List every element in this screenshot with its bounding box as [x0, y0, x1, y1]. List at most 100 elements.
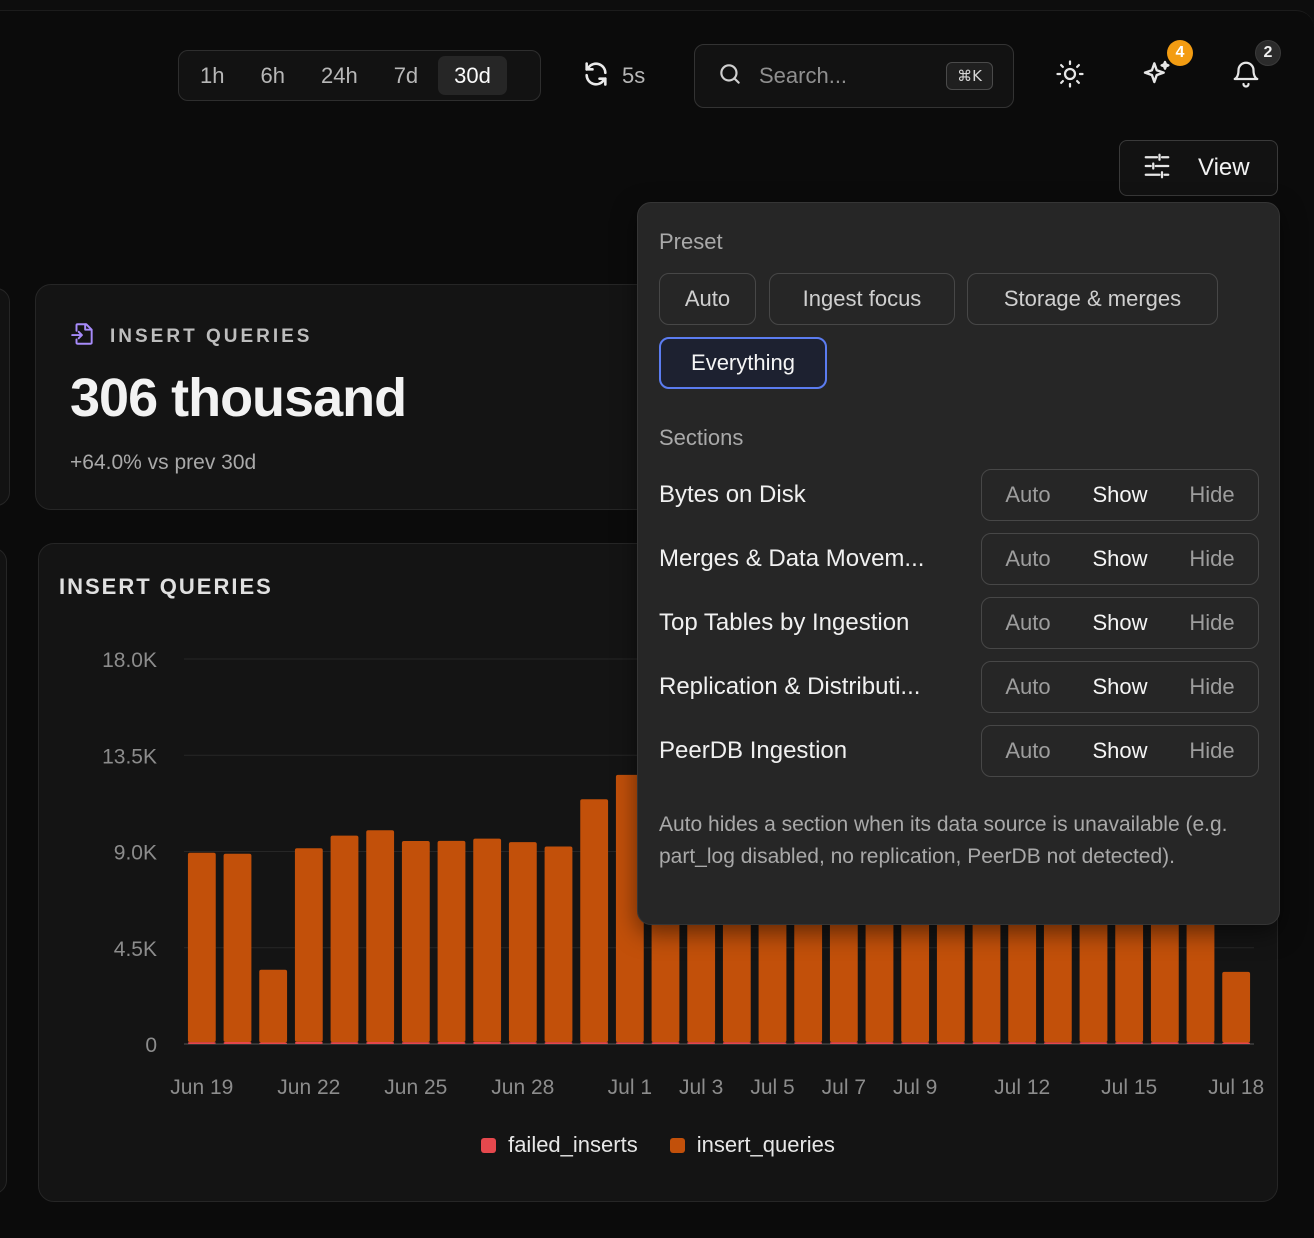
bar-failed-inserts[interactable]: [1079, 1042, 1108, 1044]
search-input[interactable]: Search... ⌘K: [694, 44, 1014, 108]
ai-assistant-button[interactable]: [1137, 56, 1177, 96]
bar-failed-inserts[interactable]: [544, 1042, 573, 1044]
y-tick-label: 18.0K: [102, 649, 157, 672]
bar-failed-inserts[interactable]: [330, 1042, 359, 1044]
theme-toggle-button[interactable]: [1050, 56, 1090, 96]
range-30d[interactable]: 30d: [438, 56, 507, 95]
x-tick-label: Jul 9: [893, 1076, 937, 1099]
bar-insert-queries[interactable]: [615, 774, 644, 1043]
bar-failed-inserts[interactable]: [1186, 1042, 1215, 1044]
option-auto[interactable]: Auto: [1005, 610, 1051, 635]
range-6h[interactable]: 6h: [260, 62, 285, 88]
refresh-icon: [582, 60, 610, 93]
option-hide[interactable]: Hide: [1189, 738, 1235, 763]
bar-failed-inserts[interactable]: [401, 1042, 430, 1044]
x-tick-label: Jul 3: [679, 1076, 723, 1099]
bar-insert-queries[interactable]: [401, 841, 430, 1043]
section-name: Merges & Data Movem...: [659, 545, 925, 572]
bar-failed-inserts[interactable]: [1008, 1042, 1037, 1044]
bar-insert-queries[interactable]: [330, 835, 359, 1043]
option-auto[interactable]: Auto: [1005, 738, 1051, 763]
section-visibility-toggle: Auto Show Hide: [981, 469, 1259, 521]
view-button[interactable]: View: [1119, 140, 1278, 196]
bar-failed-inserts[interactable]: [366, 1041, 395, 1044]
view-button-label: View: [1198, 154, 1250, 181]
bell-icon: [1231, 59, 1261, 94]
x-tick-label: Jul 18: [1208, 1076, 1264, 1099]
option-show[interactable]: Show: [1092, 674, 1148, 699]
bar-failed-inserts[interactable]: [687, 1042, 716, 1044]
bar-insert-queries[interactable]: [366, 830, 395, 1042]
bar-failed-inserts[interactable]: [294, 1041, 323, 1044]
bar-failed-inserts[interactable]: [865, 1042, 894, 1044]
bar-insert-queries[interactable]: [508, 842, 537, 1043]
notifications-button[interactable]: [1226, 56, 1266, 96]
bar-failed-inserts[interactable]: [829, 1042, 858, 1044]
legend-item-failed-inserts[interactable]: failed_inserts: [481, 1132, 638, 1158]
preset-auto[interactable]: Auto: [659, 273, 756, 325]
option-hide[interactable]: Hide: [1189, 610, 1235, 635]
bar-insert-queries[interactable]: [580, 799, 609, 1043]
bar-failed-inserts[interactable]: [794, 1042, 823, 1044]
bar-insert-queries[interactable]: [223, 853, 252, 1042]
bar-failed-inserts[interactable]: [651, 1042, 680, 1044]
stat-title: INSERT QUERIES: [110, 325, 313, 347]
option-show[interactable]: Show: [1092, 738, 1148, 763]
bar-insert-queries[interactable]: [437, 840, 466, 1042]
bar-failed-inserts[interactable]: [1222, 1042, 1251, 1045]
range-24h[interactable]: 24h: [320, 62, 358, 88]
bar-insert-queries[interactable]: [544, 846, 573, 1043]
bar-insert-queries[interactable]: [294, 848, 323, 1042]
option-hide[interactable]: Hide: [1189, 674, 1235, 699]
bar-insert-queries[interactable]: [187, 852, 216, 1043]
bar-failed-inserts[interactable]: [758, 1042, 787, 1044]
x-tick-label: Jul 15: [1101, 1076, 1157, 1099]
bar-failed-inserts[interactable]: [437, 1041, 466, 1044]
legend-item-insert-queries[interactable]: insert_queries: [669, 1132, 835, 1158]
bar-failed-inserts[interactable]: [1115, 1042, 1144, 1044]
search-icon: [717, 61, 743, 92]
partial-card: [0, 288, 10, 506]
bar-insert-queries[interactable]: [473, 838, 502, 1042]
sun-icon: [1055, 59, 1085, 94]
option-hide[interactable]: Hide: [1189, 482, 1235, 507]
bar-failed-inserts[interactable]: [473, 1041, 502, 1044]
option-hide[interactable]: Hide: [1189, 546, 1235, 571]
x-tick-label: Jun 19: [170, 1076, 233, 1099]
bar-failed-inserts[interactable]: [722, 1042, 751, 1044]
section-name: PeerDB Ingestion: [659, 737, 848, 764]
bar-insert-queries[interactable]: [1222, 971, 1251, 1043]
legend-label: failed_inserts: [508, 1132, 638, 1157]
bar-failed-inserts[interactable]: [187, 1042, 216, 1044]
range-7d[interactable]: 7d: [393, 62, 419, 88]
preset-ingest-focus[interactable]: Ingest focus: [769, 273, 955, 325]
insert-queries-stat-card: INSERT QUERIES 306 thousand +64.0% vs pr…: [35, 284, 655, 510]
option-auto[interactable]: Auto: [1005, 674, 1051, 699]
option-show[interactable]: Show: [1092, 610, 1148, 635]
bar-failed-inserts[interactable]: [972, 1042, 1001, 1044]
section-row-merges: Merges & Data Movem... Auto Show Hide: [659, 533, 1259, 585]
x-tick-label: Jul 12: [994, 1076, 1050, 1099]
bar-failed-inserts[interactable]: [615, 1042, 644, 1044]
section-row-peerdb: PeerDB Ingestion Auto Show Hide: [659, 725, 1259, 777]
bar-failed-inserts[interactable]: [580, 1042, 609, 1044]
auto-refresh-button[interactable]: 5s: [582, 58, 645, 94]
option-show[interactable]: Show: [1092, 546, 1148, 571]
bar-failed-inserts[interactable]: [259, 1042, 288, 1045]
option-show[interactable]: Show: [1092, 482, 1148, 507]
legend-label: insert_queries: [696, 1132, 835, 1157]
bar-failed-inserts[interactable]: [223, 1041, 252, 1044]
bar-failed-inserts[interactable]: [936, 1042, 965, 1044]
section-row-top-tables: Top Tables by Ingestion Auto Show Hide: [659, 597, 1259, 649]
bar-failed-inserts[interactable]: [901, 1042, 930, 1044]
bar-insert-queries[interactable]: [259, 969, 288, 1043]
option-auto[interactable]: Auto: [1005, 546, 1051, 571]
bar-failed-inserts[interactable]: [1043, 1042, 1072, 1044]
option-auto[interactable]: Auto: [1005, 482, 1051, 507]
bar-failed-inserts[interactable]: [508, 1042, 537, 1044]
bar-failed-inserts[interactable]: [1150, 1042, 1179, 1044]
preset-everything[interactable]: Everything: [659, 337, 827, 389]
preset-storage-merges[interactable]: Storage & merges: [967, 273, 1218, 325]
section-visibility-toggle: Auto Show Hide: [981, 725, 1259, 777]
range-1h[interactable]: 1h: [200, 62, 225, 88]
